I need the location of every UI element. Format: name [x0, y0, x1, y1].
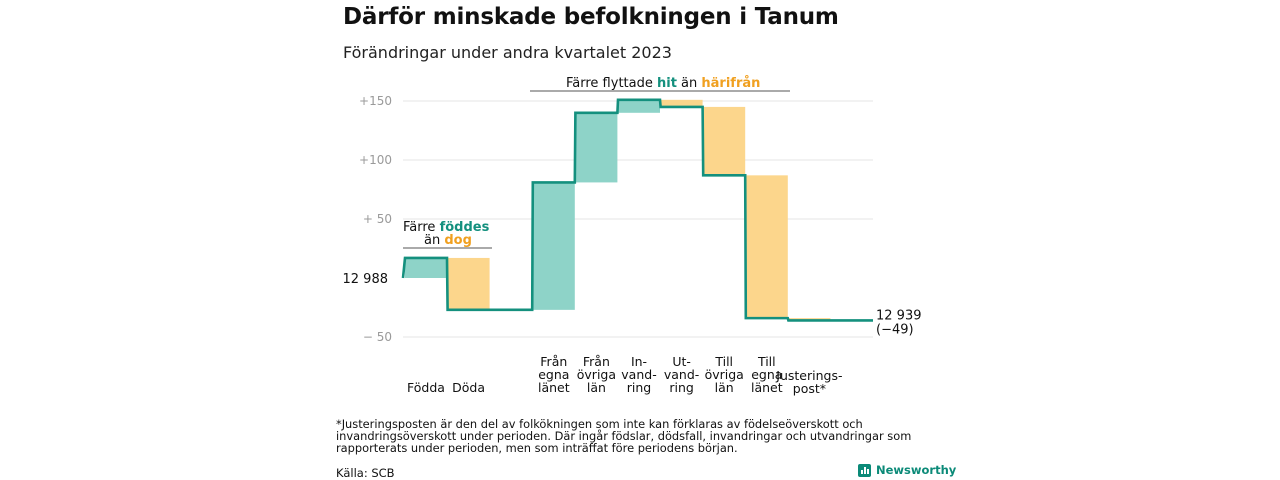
category-label: vand- [664, 367, 699, 382]
source: Källa: SCB [336, 466, 395, 480]
category-label: Ut- [672, 354, 691, 369]
y-tick-label: − 50 [363, 330, 392, 344]
category-label: övriga [577, 367, 616, 382]
waterfall-bar [447, 257, 490, 310]
waterfall-bar [618, 99, 660, 113]
waterfall-bar [405, 257, 447, 278]
waterfall-bar [532, 182, 575, 310]
y-tick-label: +150 [359, 94, 392, 108]
waterfall-bar [575, 112, 618, 183]
category-label: Döda [452, 380, 485, 395]
category-label: län [587, 380, 606, 395]
cumulative-step-line [401, 98, 873, 322]
category-label: post* [793, 381, 826, 396]
migration-annotation: Färre flyttade hit än härifrån [566, 76, 760, 91]
newsworthy-icon [858, 463, 871, 477]
category-label: Till [714, 354, 733, 369]
category-label: Justerings- [775, 368, 842, 383]
waterfall-bar [745, 175, 788, 319]
brand-logo: Newsworthy [858, 463, 956, 477]
births-annotation-line1: Färre föddes [403, 220, 490, 235]
category-label: ring [669, 380, 693, 395]
waterfall-bar [703, 106, 746, 176]
category-label: länet [751, 380, 783, 395]
category-label: egna [751, 367, 782, 382]
y-tick-label: +100 [359, 153, 392, 167]
category-label: vand- [621, 367, 656, 382]
category-label: länet [538, 380, 570, 395]
end-value-label: 12 939 [876, 308, 922, 323]
category-label: övriga [705, 367, 744, 382]
category-label: Till [757, 354, 776, 369]
end-change-label: (−49) [876, 322, 914, 337]
start-value-label: 12 988 [343, 272, 389, 287]
category-label: egna [538, 367, 569, 382]
waterfall-bar [660, 99, 703, 107]
births-annotation-line2: än dog [424, 233, 472, 248]
category-label: län [715, 380, 734, 395]
category-label: ring [627, 380, 651, 395]
y-tick-label: + 50 [363, 212, 392, 226]
category-label: Från [583, 354, 610, 369]
category-label: Födda [407, 380, 445, 395]
chart-subtitle: Förändringar under andra kvartalet 2023 [343, 43, 672, 62]
chart-title: Därför minskade befolkningen i Tanum [343, 4, 839, 30]
category-label: In- [631, 354, 647, 369]
category-label: Från [540, 354, 567, 369]
footnote: *Justeringsposten är den del av folkökni… [336, 417, 912, 455]
brand-name: Newsworthy [876, 463, 957, 477]
